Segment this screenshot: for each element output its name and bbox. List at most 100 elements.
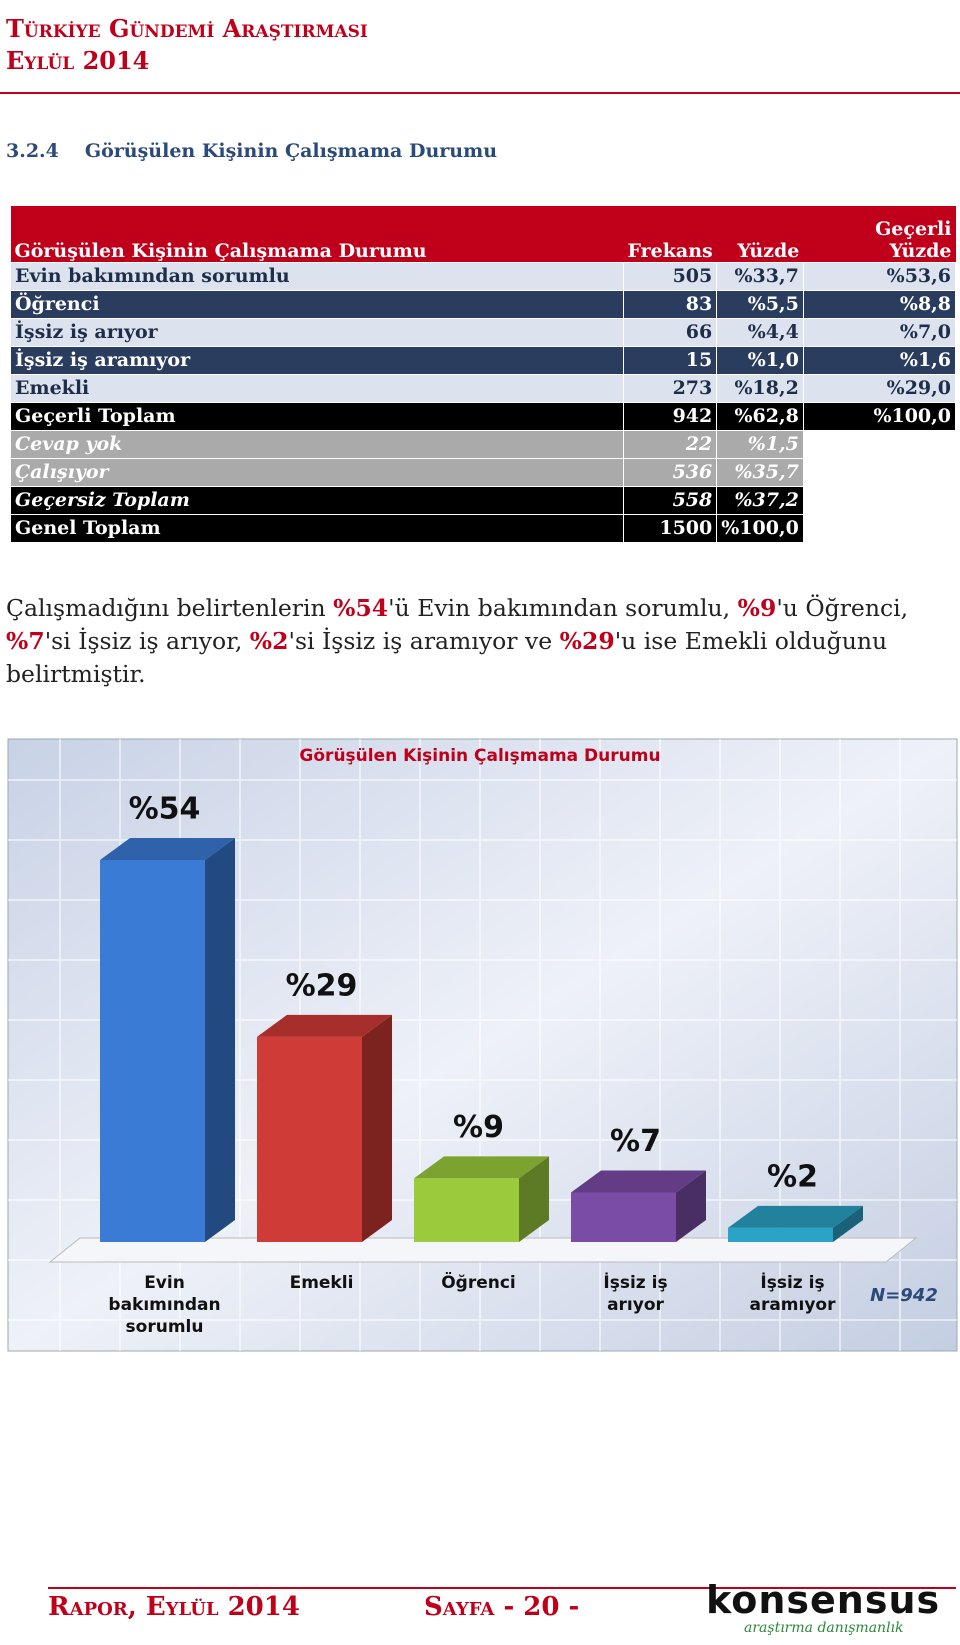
- logo: konsensus: [706, 1578, 941, 1622]
- table-row: Genel Toplam 1500 %100,0: [10, 514, 957, 543]
- column-header: Görüşülen Kişinin Çalışmama Durumu: [10, 206, 624, 263]
- section-number: 3.2.4: [6, 140, 59, 162]
- empty-cell: [802, 486, 957, 515]
- bar-side: [833, 1205, 863, 1242]
- logo-subtitle: araştırma danışmanlık: [744, 1620, 904, 1636]
- empty-cell: [802, 458, 957, 487]
- table-cell: Geçerli Toplam: [10, 402, 624, 431]
- chart: Görüşülen Kişinin Çalışmama Durumu N=942…: [7, 738, 958, 1352]
- x-tick-label: İşsiz iş arıyor: [603, 1271, 667, 1315]
- column-header: Frekans: [623, 206, 717, 263]
- table-row: Cevap yok 22 %1,5: [10, 430, 957, 459]
- highlight: %7: [6, 627, 45, 655]
- table-cell: %7,0: [802, 318, 957, 347]
- value-label: %29: [286, 968, 358, 1003]
- table-cell: Genel Toplam: [10, 514, 624, 543]
- bar: [571, 1192, 676, 1242]
- table-cell: 942: [622, 402, 718, 431]
- text: 'ü Evin bakımından sorumlu,: [388, 594, 738, 622]
- highlight: %54: [333, 594, 389, 622]
- table-cell: %5,5: [716, 290, 804, 319]
- table-row: İşsiz iş arıyor 66 %4,4 %7,0: [10, 318, 957, 347]
- table-cell: 66: [622, 318, 718, 347]
- bar-top: [728, 1205, 863, 1228]
- table-cell: %1,0: [716, 346, 804, 375]
- empty-cell: [802, 514, 957, 543]
- x-tick-label: Emekli: [290, 1273, 354, 1293]
- table-cell: %53,6: [802, 262, 957, 291]
- footer-report: Rapor, Eylül 2014: [48, 1592, 300, 1622]
- x-tick-label: İşsiz iş aramıyor: [749, 1271, 836, 1315]
- table-row: Geçersiz Toplam 558 %37,2: [10, 486, 957, 515]
- floor: [48, 1237, 918, 1263]
- chart-title: Görüşülen Kişinin Çalışmama Durumu: [299, 746, 660, 766]
- bar: [414, 1178, 519, 1242]
- bar-side: [205, 838, 235, 1242]
- table-cell: %33,7: [716, 262, 804, 291]
- header-title: Türkiye Gündemi Araştırması: [6, 14, 368, 43]
- bar: [100, 860, 205, 1242]
- x-tick-label: Evin bakımından sorumlu: [108, 1273, 220, 1337]
- value-label: %7: [610, 1124, 661, 1159]
- table-row: Geçerli Toplam 942 %62,8 %100,0: [10, 402, 957, 431]
- value-label: %54: [129, 792, 201, 827]
- footer-page: Sayfa - 20 -: [424, 1592, 580, 1622]
- bar-side: [519, 1156, 549, 1242]
- table-cell: %100,0: [716, 514, 804, 543]
- paragraph: Çalışmadığını belirtenlerin %54'ü Evin b…: [6, 592, 956, 691]
- section-heading: 3.2.4 Görüşülen Kişinin Çalışmama Durumu: [6, 140, 523, 162]
- table-cell: 505: [622, 262, 718, 291]
- header-rule: [0, 92, 960, 94]
- column-header: Geçerli Yüzde: [803, 206, 956, 263]
- bar: [257, 1036, 362, 1242]
- table-cell: Öğrenci: [10, 290, 624, 319]
- table-cell: 1500: [622, 514, 718, 543]
- bar: [728, 1227, 833, 1242]
- table-header: Görüşülen Kişinin Çalışmama Durumu Frekan…: [10, 206, 956, 263]
- header-date: Eylül 2014: [6, 46, 150, 75]
- bar-side: [362, 1014, 392, 1242]
- table-cell: Çalışıyor: [10, 458, 624, 487]
- footer-rule: [48, 1587, 956, 1589]
- table-cell: 83: [622, 290, 718, 319]
- table-body: Evin bakımından sorumlu 505 %33,7 %53,6 Öğre…: [10, 262, 957, 543]
- table-cell: 273: [622, 374, 718, 403]
- table-cell: %62,8: [716, 402, 804, 431]
- text: 'si İşsiz iş arıyor,: [44, 627, 250, 655]
- highlight: %2: [249, 627, 289, 655]
- table-cell: Geçersiz Toplam: [10, 486, 624, 515]
- value-label: %2: [767, 1159, 818, 1194]
- table: Görüşülen Kişinin Çalışmama Durumu Frekan…: [10, 206, 957, 543]
- bar-top: [100, 838, 235, 860]
- table-cell: %8,8: [802, 290, 957, 319]
- bar-top: [571, 1170, 706, 1193]
- table-cell: 22: [622, 430, 718, 459]
- bar-top: [414, 1156, 549, 1179]
- table-row: Öğrenci 83 %5,5 %8,8: [10, 290, 957, 319]
- table-cell: İşsiz iş arıyor: [10, 318, 624, 347]
- bar-side: [676, 1170, 706, 1242]
- table-cell: %35,7: [716, 458, 804, 487]
- text: 'u Öğrenci,: [776, 594, 909, 622]
- table-row: Çalışıyor 536 %35,7: [10, 458, 957, 487]
- table-cell: 15: [622, 346, 718, 375]
- table-row: İşsiz iş aramıyor 15 %1,0 %1,6: [10, 346, 957, 375]
- table-cell: Evin bakımından sorumlu: [10, 262, 624, 291]
- table-cell: %1,6: [802, 346, 957, 375]
- bar-top: [257, 1014, 392, 1037]
- chart-note: N=942: [870, 1285, 938, 1306]
- table-cell: 536: [622, 458, 718, 487]
- text: 'si İşsiz iş aramıyor ve: [288, 627, 560, 655]
- table-cell: %37,2: [716, 486, 804, 515]
- text: 'u ise Emekli olduğunu belirtmiştir.: [6, 627, 888, 688]
- section-title: Görüşülen Kişinin Çalışmama Durumu: [84, 140, 498, 162]
- highlight: %29: [559, 627, 615, 655]
- value-label: %9: [453, 1110, 504, 1145]
- table-cell: 558: [622, 486, 718, 515]
- x-tick-label: Öğrenci: [441, 1271, 516, 1293]
- table-row: Evin bakımından sorumlu 505 %33,7 %53,6: [10, 262, 957, 291]
- column-header: Yüzde: [716, 206, 804, 263]
- highlight: %9: [737, 594, 777, 622]
